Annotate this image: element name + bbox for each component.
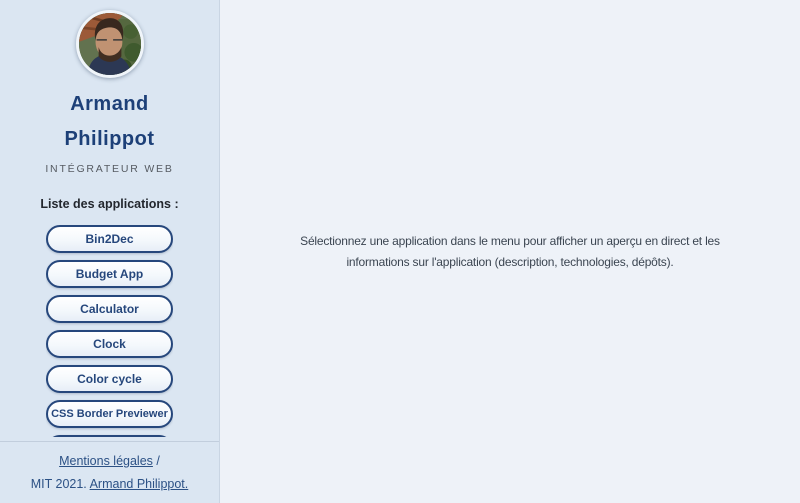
app-button-color-cycle[interactable]: Color cycle bbox=[46, 365, 173, 393]
main-panel: Sélectionnez une application dans le men… bbox=[220, 0, 800, 503]
name-line-2: Philippot bbox=[64, 128, 155, 150]
app-button-bin2dec[interactable]: Bin2Dec bbox=[46, 225, 173, 253]
placeholder-line-2: informations sur l'application (descript… bbox=[346, 254, 674, 269]
sidebar: Armand Philippot INTÉGRATEUR WEB Liste d… bbox=[0, 0, 220, 503]
license-line: MIT 2021. Armand Philippot. bbox=[0, 477, 219, 491]
app-button-partial[interactable] bbox=[46, 435, 173, 437]
avatar-photo-icon bbox=[78, 13, 141, 75]
author-link[interactable]: Armand Philippot. bbox=[89, 477, 189, 491]
sidebar-footer: Mentions légales / MIT 2021. Armand Phil… bbox=[0, 441, 219, 503]
placeholder-line-1: Sélectionnez une application dans le men… bbox=[300, 233, 720, 248]
legal-separator: / bbox=[156, 454, 160, 468]
legal-link[interactable]: Mentions légales bbox=[59, 454, 153, 468]
app-button-budget-app[interactable]: Budget App bbox=[46, 260, 173, 288]
apps-nav: Bin2Dec Budget App Calculator Clock Colo… bbox=[46, 225, 173, 437]
app-button-css-border-previewer[interactable]: CSS Border Previewer bbox=[46, 400, 173, 428]
apps-list-heading: Liste des applications : bbox=[40, 197, 179, 211]
app-button-clock[interactable]: Clock bbox=[46, 330, 173, 358]
app-preview-placeholder: Sélectionnez une application dans le men… bbox=[300, 231, 720, 273]
avatar bbox=[75, 10, 144, 78]
legal-line: Mentions légales / bbox=[0, 454, 219, 468]
name-line-1: Armand bbox=[70, 93, 149, 115]
app-button-calculator[interactable]: Calculator bbox=[46, 295, 173, 323]
job-title: INTÉGRATEUR WEB bbox=[45, 163, 174, 175]
license-text: MIT 2021. bbox=[30, 477, 87, 491]
site-owner-name: Armand Philippot bbox=[64, 87, 154, 157]
